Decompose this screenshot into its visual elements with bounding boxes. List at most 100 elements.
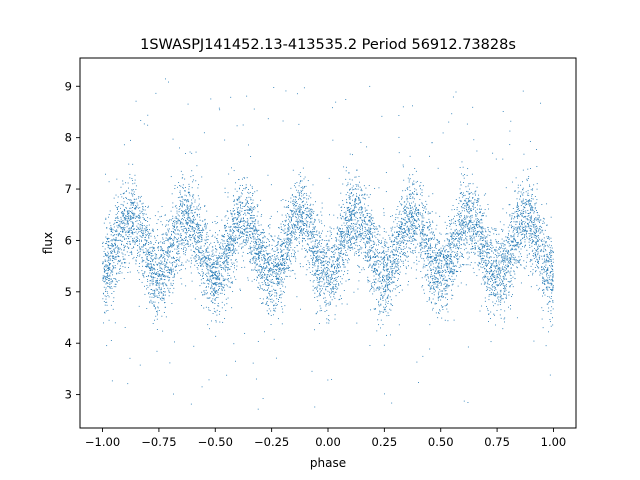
data-point [217, 276, 219, 278]
data-point [342, 245, 344, 247]
data-point [166, 251, 168, 253]
data-point [238, 198, 240, 199]
data-point [339, 244, 341, 246]
data-point [267, 287, 269, 289]
data-point [446, 271, 448, 273]
data-point [287, 205, 289, 206]
data-point [547, 260, 549, 262]
data-point [444, 287, 446, 289]
data-point [390, 303, 392, 305]
data-point [132, 204, 134, 206]
data-point [349, 178, 351, 180]
data-point [529, 244, 531, 246]
data-point [153, 304, 155, 306]
data-point [334, 285, 336, 287]
data-point [238, 226, 240, 228]
data-point [542, 267, 544, 269]
data-point [487, 248, 488, 250]
data-point [230, 96, 232, 98]
data-point [133, 223, 134, 225]
data-point [549, 374, 551, 376]
data-point [211, 268, 213, 269]
data-point [410, 224, 412, 226]
data-point [254, 243, 256, 245]
data-point [135, 260, 137, 262]
data-point [474, 245, 476, 247]
data-point [362, 211, 364, 213]
data-point [332, 274, 334, 276]
data-point [366, 243, 368, 244]
data-point [201, 268, 203, 270]
data-point [499, 273, 500, 275]
data-point [410, 197, 412, 199]
data-point [550, 266, 552, 268]
data-point [291, 253, 292, 255]
data-point [531, 215, 532, 217]
data-point [507, 258, 509, 260]
data-point [260, 250, 262, 252]
data-point [496, 293, 498, 295]
data-point [542, 250, 544, 252]
data-point [154, 273, 156, 275]
data-point [529, 239, 531, 241]
data-point [400, 228, 402, 230]
data-point [147, 286, 149, 288]
data-point [532, 240, 534, 242]
data-point [395, 263, 397, 265]
data-point [327, 248, 329, 250]
data-point [179, 256, 181, 258]
data-point [402, 242, 404, 244]
data-point [218, 256, 220, 258]
data-point [223, 252, 225, 254]
data-point [207, 264, 209, 266]
data-point [443, 247, 445, 249]
data-point [326, 318, 328, 320]
data-point [339, 295, 341, 297]
data-point [280, 226, 282, 228]
data-point [277, 257, 279, 259]
data-point [495, 228, 497, 230]
data-point [412, 192, 414, 194]
data-point [419, 244, 421, 246]
data-point [235, 227, 237, 229]
data-point [351, 236, 353, 238]
data-point [320, 290, 322, 292]
data-point [323, 278, 324, 280]
data-point [300, 232, 302, 234]
data-point [186, 223, 188, 225]
data-point [511, 225, 513, 227]
data-point [193, 222, 195, 224]
data-point [213, 266, 215, 268]
data-point [299, 208, 301, 210]
data-point [462, 224, 464, 226]
data-point [154, 293, 156, 295]
data-point [261, 302, 262, 304]
data-point [105, 289, 107, 291]
data-point [219, 230, 220, 232]
data-point [345, 214, 347, 216]
data-point [254, 226, 256, 228]
data-point [323, 249, 325, 251]
data-point [222, 245, 224, 247]
data-point [460, 215, 462, 217]
data-point [320, 252, 321, 253]
data-point [137, 223, 139, 225]
data-point [516, 267, 518, 269]
data-point [409, 207, 411, 209]
data-point [281, 278, 283, 280]
data-point [374, 281, 376, 283]
data-point [162, 330, 164, 332]
data-point [493, 271, 495, 272]
data-point [207, 251, 209, 253]
data-point [268, 313, 270, 315]
data-point [295, 258, 297, 260]
data-point [181, 262, 183, 264]
data-point [111, 228, 113, 230]
data-point [185, 237, 187, 239]
data-point [181, 196, 183, 198]
data-point [401, 197, 403, 199]
chart-title: 1SWASPJ141452.13-413535.2 Period 56912.7… [140, 37, 516, 53]
data-points [102, 78, 554, 410]
data-point [492, 286, 494, 288]
data-point [397, 217, 399, 219]
